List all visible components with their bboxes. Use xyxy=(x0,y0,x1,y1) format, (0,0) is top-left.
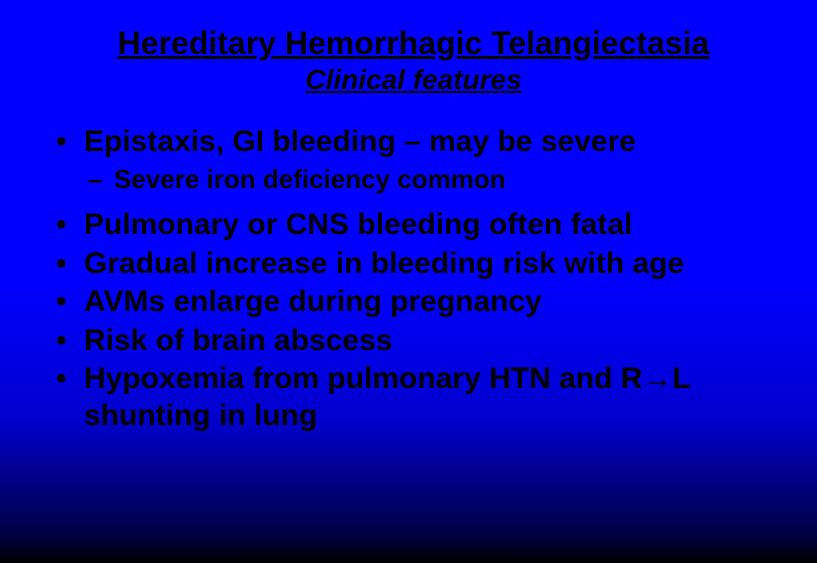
list-item: AVMs enlarge during pregnancy xyxy=(50,284,777,321)
list-item: Hypoxemia from pulmonary HTN and R→L shu… xyxy=(50,361,777,434)
bullet-text: Pulmonary or CNS bleeding often fatal xyxy=(84,208,632,241)
list-item: Risk of brain abscess xyxy=(50,323,777,360)
slide-title: Hereditary Hemorrhagic Telangiectasia xyxy=(80,25,747,62)
bullet-list: Epistaxis, GI bleeding – may be severe S… xyxy=(50,124,777,435)
sub-list: Severe iron deficiency common xyxy=(84,163,777,196)
list-item: Epistaxis, GI bleeding – may be severe S… xyxy=(50,124,777,195)
list-item: Gradual increase in bleeding risk with a… xyxy=(50,246,777,283)
bullet-text: Risk of brain abscess xyxy=(84,324,392,357)
slide-subtitle: Clinical features xyxy=(50,64,777,96)
bullet-text: Epistaxis, GI bleeding – may be severe xyxy=(84,125,636,158)
bullet-text: AVMs enlarge during pregnancy xyxy=(84,285,542,318)
bullet-text: Hypoxemia from pulmonary HTN and R→L shu… xyxy=(84,362,690,432)
list-item: Pulmonary or CNS bleeding often fatal xyxy=(50,207,777,244)
bullet-text: Gradual increase in bleeding risk with a… xyxy=(84,247,684,280)
sub-bullet-text: Severe iron deficiency common xyxy=(114,164,506,194)
sub-list-item: Severe iron deficiency common xyxy=(84,163,777,196)
